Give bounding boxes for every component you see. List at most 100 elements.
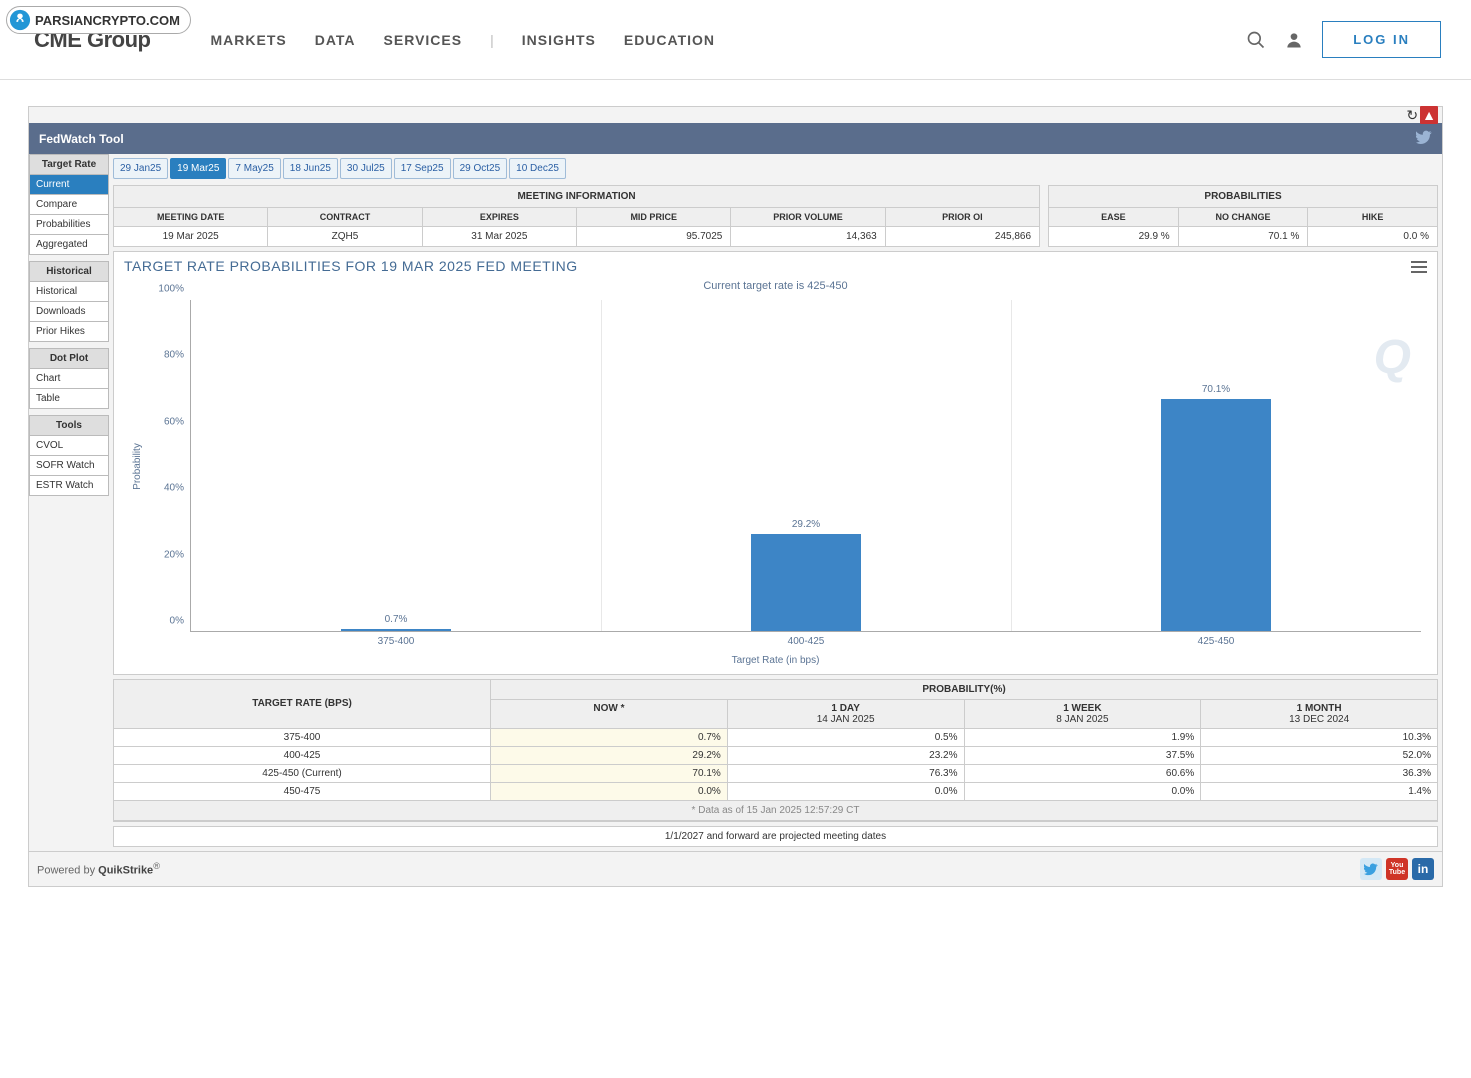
nav-markets[interactable]: MARKETS [211, 32, 287, 48]
probability-footnote2: 1/1/2027 and forward are projected meeti… [113, 826, 1438, 847]
ps-col-v-1: 70.1 % [1179, 227, 1308, 246]
mi-col-v-3: 95.7025 [577, 227, 730, 246]
ps-col-h-1: NO CHANGE [1179, 208, 1308, 227]
x-cat-1: 400-425 [788, 636, 825, 647]
pt-cell-1-0: 29.2% [491, 747, 728, 765]
nav-insights[interactable]: INSIGHTS [522, 32, 596, 48]
pt-cell-3-0: 0.0% [491, 783, 728, 801]
bar-label-1: 29.2% [792, 519, 820, 530]
nav-right: LOG IN [1246, 21, 1441, 58]
x-axis-title: Target Rate (in bps) [732, 655, 820, 666]
pt-cell-1-2: 37.5% [965, 747, 1202, 765]
sidebar-header-target_rate: Target Rate [29, 154, 109, 175]
sidebar-item-downloads[interactable]: Downloads [29, 302, 109, 322]
date-tab-3[interactable]: 18 Jun25 [283, 158, 338, 179]
y-tick-5: 100% [158, 284, 184, 295]
pt-cell-3-3: 1.4% [1201, 783, 1437, 801]
nav-separator: | [490, 32, 494, 48]
sidebar-item-current[interactable]: Current [29, 175, 109, 195]
pt-h1: TARGET RATE (BPS) [114, 680, 491, 729]
pt-cell-3-1: 0.0% [728, 783, 965, 801]
date-tab-7[interactable]: 10 Dec25 [509, 158, 566, 179]
x-cat-0: 375-400 [378, 636, 415, 647]
nav-education[interactable]: EDUCATION [624, 32, 715, 48]
pt-cell-3-2: 0.0% [965, 783, 1202, 801]
pdf-icon[interactable]: ▲ [1420, 106, 1438, 124]
twitter-icon[interactable] [1416, 129, 1432, 145]
date-tabs: 29 Jan2519 Mar257 May2518 Jun2530 Jul251… [113, 158, 1438, 179]
sidebar-item-estr-watch[interactable]: ESTR Watch [29, 476, 109, 496]
badge-icon [9, 9, 31, 31]
pt-row-label-2: 425-450 (Current) [114, 765, 491, 783]
sidebar-item-probabilities[interactable]: Probabilities [29, 215, 109, 235]
bar-label-2: 70.1% [1202, 384, 1230, 395]
pt-subh-2: 1 WEEK8 JAN 2025 [965, 700, 1202, 728]
mi-col-h-5: PRIOR OI [886, 208, 1039, 227]
pt-cell-1-1: 23.2% [728, 747, 965, 765]
info-row: MEETING INFORMATION MEETING DATE19 Mar 2… [113, 185, 1438, 247]
pt-cell-2-2: 60.6% [965, 765, 1202, 783]
pt-cell-2-1: 76.3% [728, 765, 965, 783]
sidebar-item-table[interactable]: Table [29, 389, 109, 409]
mi-col-v-2: 31 Mar 2025 [423, 227, 576, 246]
sidebar-item-prior-hikes[interactable]: Prior Hikes [29, 322, 109, 342]
login-button[interactable]: LOG IN [1322, 21, 1441, 58]
badge-text: PARSIANCRYPTO.COM [35, 13, 180, 28]
mi-col-h-0: MEETING DATE [114, 208, 267, 227]
y-axis-title: Probability [132, 443, 143, 490]
chart-watermark: Q [1374, 330, 1411, 385]
search-icon[interactable] [1246, 30, 1266, 50]
y-tick-4: 80% [164, 350, 184, 361]
chart-area: Probability 0%20%40%60%80%100% Q 0.7%375… [124, 296, 1427, 666]
sidebar-item-sofr-watch[interactable]: SOFR Watch [29, 456, 109, 476]
twitter-social-icon[interactable] [1360, 858, 1382, 880]
sidebar-item-cvol[interactable]: CVOL [29, 436, 109, 456]
pt-h2: PROBABILITY(%) [491, 680, 1437, 700]
bar-label-0: 0.7% [385, 614, 408, 625]
pt-footnote: * Data as of 15 Jan 2025 12:57:29 CT [114, 801, 1437, 821]
tool-body: Target RateCurrentCompareProbabilitiesAg… [29, 154, 1442, 851]
nav-services[interactable]: SERVICES [384, 32, 463, 48]
meeting-info-table: MEETING INFORMATION MEETING DATE19 Mar 2… [113, 185, 1040, 247]
date-tab-4[interactable]: 30 Jul25 [340, 158, 392, 179]
tool-top-right-icons: ↻ ▲ [1406, 106, 1438, 124]
tool-footer: Powered by QuikStrike® YouTube in [29, 851, 1442, 886]
mi-col-h-1: CONTRACT [268, 208, 421, 227]
mi-col-v-5: 245,866 [886, 227, 1039, 246]
y-tick-2: 40% [164, 483, 184, 494]
sidebar-item-chart[interactable]: Chart [29, 369, 109, 389]
chart-plot: Q 0.7%375-40029.2%400-42570.1%425-450 [190, 300, 1421, 632]
chart-title: TARGET RATE PROBABILITIES FOR 19 MAR 202… [124, 258, 1427, 274]
nav-data[interactable]: DATA [315, 32, 356, 48]
date-tab-2[interactable]: 7 May25 [228, 158, 280, 179]
footer-social: YouTube in [1360, 858, 1434, 880]
linkedin-social-icon[interactable]: in [1412, 858, 1434, 880]
x-cat-2: 425-450 [1198, 636, 1235, 647]
chart-menu-icon[interactable] [1411, 260, 1427, 277]
youtube-social-icon[interactable]: YouTube [1386, 858, 1408, 880]
pt-row-label-1: 400-425 [114, 747, 491, 765]
bar-2 [1161, 399, 1272, 631]
probability-table: TARGET RATE (BPS)PROBABILITY(%)NOW * 1 D… [113, 679, 1438, 822]
sidebar-item-compare[interactable]: Compare [29, 195, 109, 215]
ps-col-v-2: 0.0 % [1308, 227, 1437, 246]
main-content: 29 Jan2519 Mar257 May2518 Jun2530 Jul251… [109, 154, 1442, 851]
mi-col-v-1: ZQH5 [268, 227, 421, 246]
date-tab-5[interactable]: 17 Sep25 [394, 158, 451, 179]
bar-0 [341, 629, 452, 631]
tool-header: FedWatch Tool [29, 123, 1442, 154]
tool-title: FedWatch Tool [39, 132, 124, 146]
date-tab-6[interactable]: 29 Oct25 [453, 158, 508, 179]
user-icon[interactable] [1284, 30, 1304, 50]
date-tab-0[interactable]: 29 Jan25 [113, 158, 168, 179]
pt-cell-0-2: 1.9% [965, 729, 1202, 747]
sidebar-header-tools: Tools [29, 415, 109, 436]
sidebar-item-historical[interactable]: Historical [29, 282, 109, 302]
date-tab-1[interactable]: 19 Mar25 [170, 158, 226, 179]
y-tick-3: 60% [164, 416, 184, 427]
bar-1 [751, 534, 862, 631]
refresh-icon[interactable]: ↻ [1406, 107, 1418, 124]
tool-container: ↻ ▲ FedWatch Tool Target RateCurrentComp… [28, 106, 1443, 887]
sidebar-item-aggregated[interactable]: Aggregated [29, 235, 109, 255]
pt-cell-0-0: 0.7% [491, 729, 728, 747]
